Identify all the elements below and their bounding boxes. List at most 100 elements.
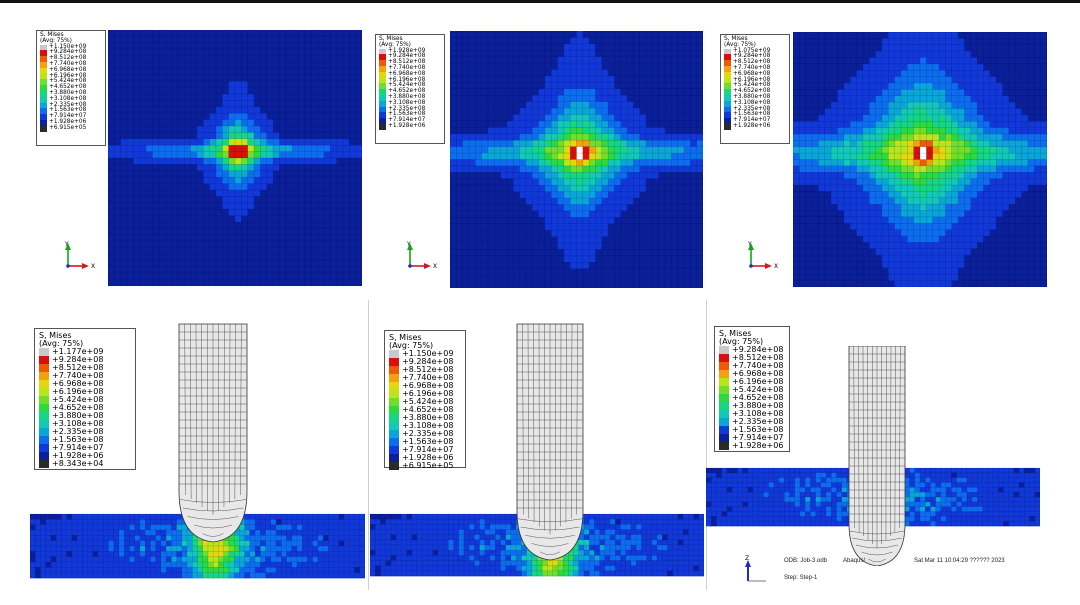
mesh-element <box>1015 83 1022 90</box>
mesh-element <box>582 140 590 147</box>
mesh-element <box>165 138 172 146</box>
mesh-element <box>900 223 908 230</box>
mesh-element <box>658 37 666 45</box>
mesh-element <box>627 275 634 282</box>
mesh-element <box>462 43 470 51</box>
mesh-element <box>582 56 590 64</box>
mesh-element <box>298 158 306 165</box>
mesh-element <box>843 210 851 218</box>
mesh-element <box>977 153 984 160</box>
mesh-element <box>881 197 889 205</box>
mesh-element <box>481 56 489 64</box>
mesh-element <box>532 236 539 244</box>
mesh-element <box>525 114 533 122</box>
mesh-element <box>926 261 933 269</box>
mesh-element <box>983 134 991 141</box>
mesh-element <box>247 87 255 95</box>
mesh-element <box>582 268 590 276</box>
mesh-element <box>862 178 870 186</box>
mesh-element <box>913 229 921 237</box>
mesh-element <box>684 210 691 218</box>
mesh-element <box>862 242 870 250</box>
mesh-element <box>939 229 946 237</box>
mesh-element <box>317 241 325 248</box>
mesh-element <box>139 190 147 197</box>
mesh-element <box>1008 134 1016 141</box>
mesh-element <box>279 49 287 56</box>
legend-swatch <box>724 71 731 78</box>
mesh-element <box>456 69 463 77</box>
mesh-element <box>869 83 876 90</box>
mesh-element <box>793 185 800 192</box>
mesh-element <box>544 172 552 180</box>
mesh-element <box>500 75 508 83</box>
mesh-element <box>1034 121 1041 128</box>
mesh-element <box>843 95 851 103</box>
mesh-element <box>977 146 984 154</box>
legend-entry: +8.512e+08 <box>379 59 441 66</box>
mesh-element <box>920 76 927 84</box>
mesh-element <box>304 81 312 88</box>
mesh-element <box>298 151 306 159</box>
mesh-element <box>970 102 978 109</box>
mesh-element <box>506 223 514 231</box>
mesh-element <box>487 217 495 225</box>
mesh-element <box>330 138 337 146</box>
mesh-element <box>525 50 533 57</box>
mesh-element <box>481 178 489 186</box>
mesh-element <box>500 153 508 160</box>
mesh-element <box>456 210 463 218</box>
mesh-element <box>589 56 596 64</box>
mesh-element <box>481 37 489 45</box>
mesh-element <box>456 31 463 38</box>
mesh-element <box>525 37 533 45</box>
mesh-element <box>456 268 463 276</box>
mesh-element <box>120 209 128 216</box>
mesh-element <box>805 44 813 52</box>
mesh-element <box>500 268 508 276</box>
mesh-element <box>665 268 672 276</box>
mesh-element <box>557 95 565 102</box>
mesh-element <box>881 216 889 224</box>
mesh-element <box>462 31 470 38</box>
mesh-element <box>837 261 845 269</box>
mesh-element <box>690 268 697 276</box>
mesh-element <box>177 74 185 82</box>
mesh-element <box>462 120 470 128</box>
mesh-element <box>690 127 697 135</box>
mesh-element <box>355 170 362 178</box>
mesh-element <box>677 191 685 199</box>
mesh-element <box>818 210 826 218</box>
mesh-element <box>456 63 463 70</box>
mesh-element <box>355 42 362 50</box>
legend-swatch <box>379 71 386 78</box>
mesh-element <box>907 185 914 192</box>
mesh-element <box>589 204 596 212</box>
mesh-element <box>184 36 191 44</box>
mesh-element <box>292 94 299 101</box>
mesh-element <box>235 190 242 197</box>
mesh-element <box>690 178 697 186</box>
mesh-element <box>525 204 533 212</box>
mesh-element <box>190 106 198 114</box>
mesh-element <box>487 243 495 250</box>
mesh-element <box>983 216 991 224</box>
mesh-element <box>989 140 997 148</box>
mesh-element <box>349 106 356 114</box>
mesh-element <box>1015 44 1022 52</box>
mesh-element <box>127 100 134 108</box>
mesh-element <box>837 236 845 243</box>
mesh-element <box>690 140 697 147</box>
mesh-element <box>165 215 172 223</box>
mesh-element <box>241 254 248 261</box>
mesh-element <box>907 248 914 256</box>
mesh-element <box>1040 248 1047 256</box>
mesh-element <box>254 273 261 280</box>
mesh-element <box>241 273 248 280</box>
legend-entry: +6.968e+08 <box>40 67 102 74</box>
mesh-element <box>513 127 520 135</box>
mesh-element <box>677 37 685 45</box>
mesh-element <box>582 243 590 250</box>
mesh-element <box>894 89 902 97</box>
mesh-element <box>292 119 299 127</box>
